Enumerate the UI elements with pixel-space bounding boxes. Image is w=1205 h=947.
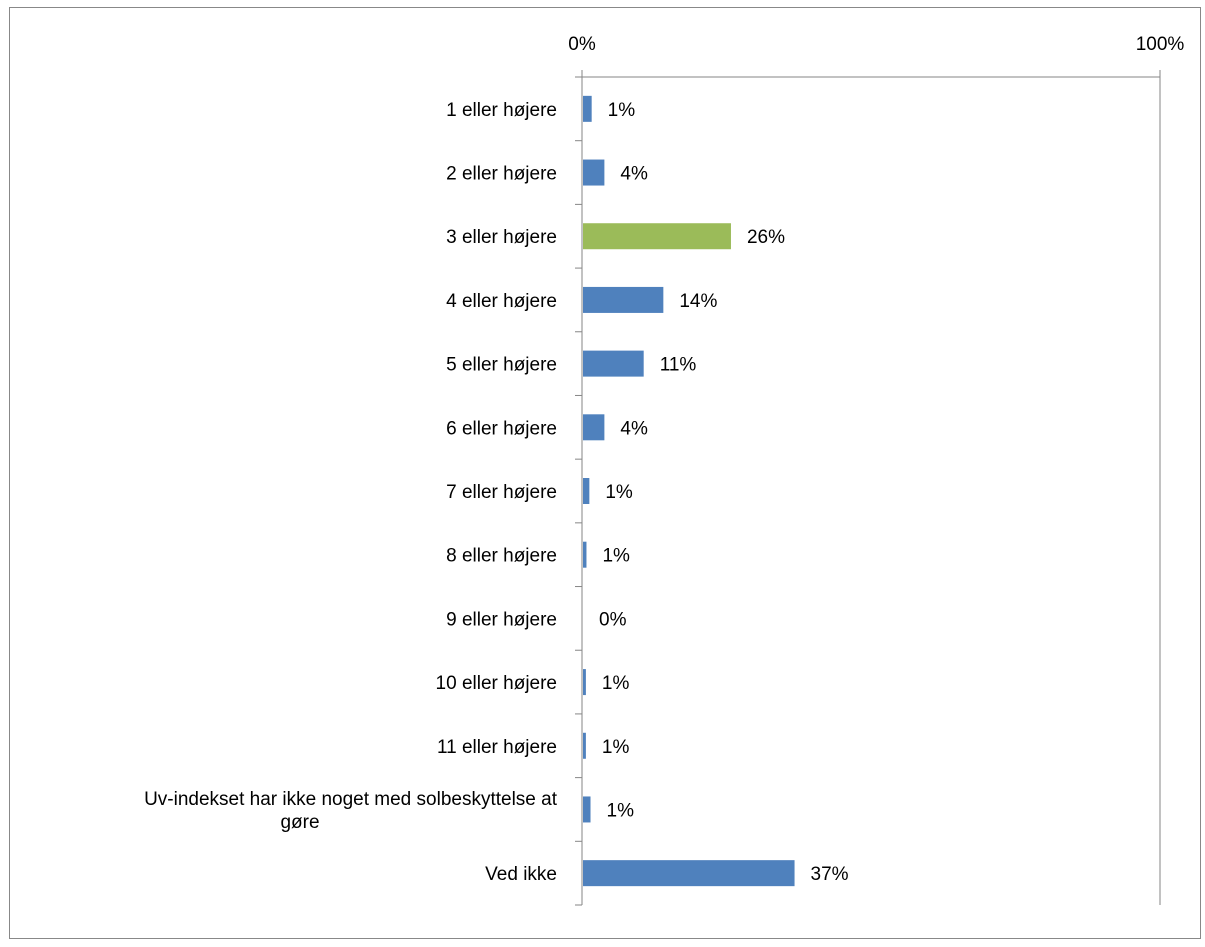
category-label: 7 eller højere <box>446 482 557 503</box>
data-label: 26% <box>747 227 785 248</box>
category-label: 9 eller højere <box>446 609 557 630</box>
category-label-line: Ved ikke <box>485 864 557 885</box>
category-label: Uv-indekset har ikke noget med solbeskyt… <box>144 789 558 833</box>
bar <box>583 478 590 504</box>
category-label-line: gøre <box>280 812 319 833</box>
bar <box>583 541 587 568</box>
category-label: 3 eller højere <box>446 227 557 248</box>
data-label: 1% <box>608 100 636 121</box>
data-label: 14% <box>679 291 717 312</box>
category-label: 4 eller højere <box>446 291 557 312</box>
bar <box>583 414 605 441</box>
category-label-line: 4 eller højere <box>446 291 557 312</box>
data-label: 1% <box>602 673 630 694</box>
category-label: 6 eller højere <box>446 418 557 439</box>
category-label: 5 eller højere <box>446 355 557 376</box>
category-label-line: 6 eller højere <box>446 418 557 439</box>
category-label: 2 eller højere <box>446 164 557 185</box>
category-label-line: 8 eller højere <box>446 546 557 567</box>
bar <box>583 860 795 887</box>
bar <box>583 286 664 313</box>
bar <box>583 223 731 250</box>
data-label: 4% <box>620 418 648 439</box>
category-label-line: 5 eller højere <box>446 355 557 376</box>
category-label: 1 eller højere <box>446 100 557 121</box>
category-label: Ved ikke <box>485 864 557 885</box>
bar <box>583 732 586 759</box>
x-tick-label: 0% <box>568 34 596 55</box>
data-label: 1% <box>607 800 635 821</box>
category-label-line: 2 eller højere <box>446 164 557 185</box>
category-label: 8 eller højere <box>446 546 557 567</box>
data-label: 37% <box>811 864 849 885</box>
category-label: 11 eller højere <box>437 737 557 758</box>
data-label: 11% <box>660 355 697 376</box>
x-tick-label: 100% <box>1136 34 1185 55</box>
data-label: 1% <box>602 546 630 567</box>
bar <box>583 159 605 186</box>
chart-area <box>9 7 1201 939</box>
category-label-line: 10 eller højere <box>436 673 557 694</box>
category-label-line: 3 eller højere <box>446 227 557 248</box>
bar <box>583 95 592 122</box>
bar <box>583 796 591 823</box>
category-label-line: 7 eller højere <box>446 482 557 503</box>
bar <box>583 350 644 377</box>
category-label-line: 11 eller højere <box>437 737 557 758</box>
data-label: 1% <box>605 482 633 503</box>
category-label-line: Uv-indekset har ikke noget med solbeskyt… <box>144 789 558 810</box>
data-label: 1% <box>602 737 630 758</box>
category-label-line: 9 eller højere <box>446 609 557 630</box>
data-label: 4% <box>620 164 648 185</box>
category-label-line: 1 eller højere <box>446 100 557 121</box>
category-label: 10 eller højere <box>436 673 557 694</box>
data-label: 0% <box>599 609 627 630</box>
bar <box>583 669 586 696</box>
